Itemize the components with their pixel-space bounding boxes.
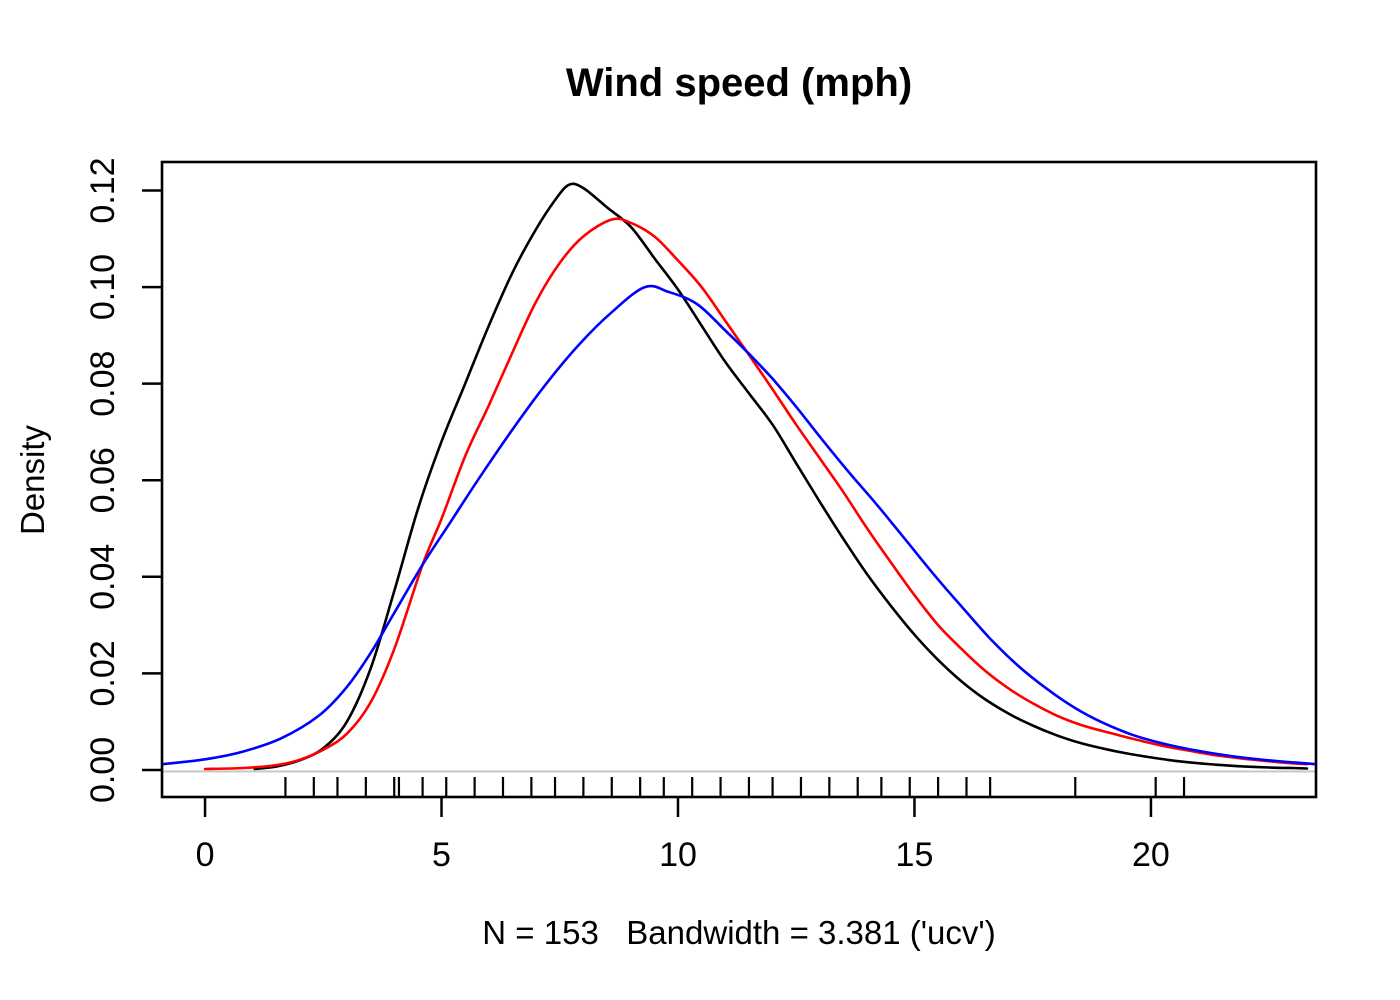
y-tick-label: 0.02: [84, 640, 122, 706]
y-tick-label: 0.08: [84, 351, 122, 417]
y-tick-label: 0.10: [84, 254, 122, 320]
x-tick-label: 0: [196, 836, 215, 874]
density-curve-black: [253, 182, 1309, 771]
rug-ticks-group: [284, 777, 1186, 796]
density-curve-blue: [162, 284, 1316, 766]
y-axis-label: Density: [14, 424, 51, 535]
x-tick-label: 15: [896, 836, 934, 874]
density-curves-group: [162, 182, 1316, 771]
y-tick-label: 0.12: [84, 157, 122, 223]
x-tick-label: 5: [432, 836, 451, 874]
y-tick-label: 0.04: [84, 544, 122, 610]
chart-title: Wind speed (mph): [566, 61, 912, 105]
x-axis-label: N = 153 Bandwidth = 3.381 ('ucv'): [482, 914, 995, 951]
density-curve-red: [203, 217, 1309, 771]
x-tick-label: 10: [659, 836, 697, 874]
x-axis: 0 5 10 15 20: [196, 797, 1170, 874]
y-axis: 0.00 0.02 0.04 0.06 0.08 0.10 0.12: [84, 157, 162, 803]
x-tick-label: 20: [1132, 836, 1170, 874]
y-tick-label: 0.06: [84, 447, 122, 513]
y-tick-label: 0.00: [84, 737, 122, 803]
